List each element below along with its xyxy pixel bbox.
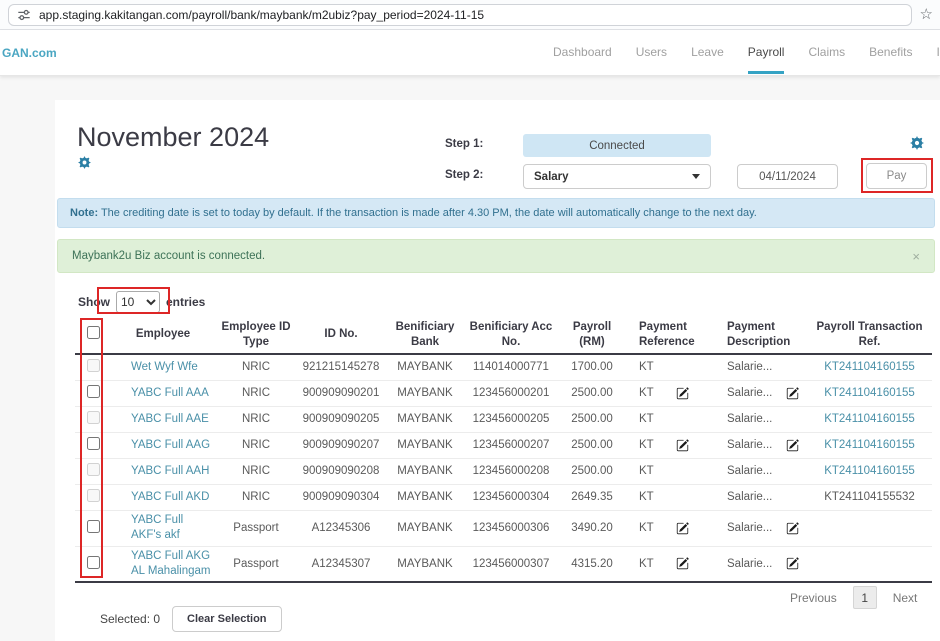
note-alert: Note: The crediting date is set to today… — [57, 198, 935, 228]
app-logo[interactable]: GAN.com — [2, 46, 57, 60]
employee-link[interactable]: YABC Full AKG AL Mahalingam — [111, 546, 215, 583]
edit-icon[interactable] — [676, 557, 689, 570]
table-row: YABC Full AAA NRIC 900909090201 MAYBANK … — [75, 380, 932, 407]
col-pay-desc: Payment Description — [715, 316, 807, 355]
row-checkbox — [86, 359, 100, 373]
connected-status-chip: Connected — [523, 134, 711, 157]
table-row: Wet Wyf Wfe NRIC 921215145278 MAYBANK 11… — [75, 354, 932, 381]
main-nav: Dashboard Users Leave Payroll Claims Ben… — [553, 45, 940, 74]
edit-icon[interactable] — [786, 438, 800, 452]
col-acc-no: Benificiary Acc No. — [465, 316, 557, 355]
col-txn-ref: Payroll Transaction Ref. — [807, 316, 932, 355]
col-employee: Employee — [111, 316, 215, 355]
txn-ref-link[interactable]: KT241104160155 — [807, 354, 932, 381]
row-checkbox[interactable] — [86, 520, 100, 533]
selected-count: Selected: 0 — [100, 612, 161, 626]
chevron-down-icon — [692, 174, 700, 179]
nav-leave[interactable]: Leave — [691, 45, 724, 59]
row-checkbox[interactable] — [86, 437, 100, 450]
row-checkbox[interactable] — [86, 385, 100, 398]
txn-ref-link[interactable]: KT241104160155 — [807, 380, 932, 407]
url-field[interactable]: app.staging.kakitangan.com/payroll/bank/… — [8, 4, 912, 26]
step1-label: Step 1: — [445, 138, 484, 150]
edit-icon[interactable] — [786, 521, 800, 535]
txn-ref-text — [807, 510, 932, 547]
employee-link[interactable]: YABC Full AAG — [111, 432, 215, 459]
col-id-type: Employee ID Type — [215, 316, 297, 355]
employee-link[interactable]: YABC Full AAA — [111, 380, 215, 407]
success-message: Maybank2u Biz account is connected. — [72, 250, 266, 262]
nav-benefits[interactable]: Benefits — [869, 45, 913, 59]
pagination-next[interactable]: Next — [892, 590, 918, 605]
edit-icon[interactable] — [676, 521, 689, 535]
row-checkbox — [86, 411, 100, 424]
nav-users[interactable]: Users — [635, 45, 668, 59]
txn-ref-link[interactable]: KT241104160155 — [807, 458, 932, 485]
close-icon[interactable]: × — [912, 248, 920, 264]
table-row: YABC Full AAG NRIC 900909090207 MAYBANK … — [75, 432, 932, 459]
table-row: YABC Full AKD NRIC 900909090304 MAYBANK … — [75, 484, 932, 511]
bookmark-star-icon[interactable]: ☆ — [919, 6, 933, 23]
success-alert: Maybank2u Biz account is connected. × — [57, 239, 935, 273]
selection-controls: Selected: 0 Clear Selection — [100, 606, 282, 632]
entries-label: entries — [166, 295, 206, 309]
pay-type-select[interactable]: Salary — [523, 164, 711, 189]
nav-claims[interactable]: Claims — [808, 45, 846, 59]
pay-button[interactable]: Pay — [866, 163, 927, 189]
table-row: YABC Full AKF's akf Passport A12345306 M… — [75, 510, 932, 547]
txn-ref-text — [807, 546, 932, 583]
col-payroll: Payroll (RM) — [557, 316, 627, 355]
pay-type-value: Salary — [534, 170, 569, 183]
txn-ref-link[interactable]: KT241104160155 — [807, 432, 932, 459]
table-row: YABC Full AAE NRIC 900909090205 MAYBANK … — [75, 406, 932, 433]
pagination-previous[interactable]: Previous — [790, 590, 837, 605]
employee-link[interactable]: YABC Full AKD — [111, 484, 215, 511]
page-length-select[interactable]: 10 — [116, 291, 160, 313]
row-checkbox — [86, 489, 100, 502]
nav-insurance[interactable]: Insurance — [936, 45, 940, 59]
settings-gear-icon[interactable] — [78, 156, 91, 174]
note-text: The crediting date is set to today by de… — [98, 207, 757, 219]
employee-link[interactable]: Wet Wyf Wfe — [111, 354, 215, 381]
url-text: app.staging.kakitangan.com/payroll/bank/… — [39, 8, 485, 22]
app-header: GAN.com Dashboard Users Leave Payroll Cl… — [0, 30, 940, 76]
table-row: YABC Full AKG AL Mahalingam Passport A12… — [75, 546, 932, 583]
nav-payroll[interactable]: Payroll — [747, 45, 785, 74]
employee-link[interactable]: YABC Full AKF's akf — [111, 510, 215, 547]
txn-ref-link[interactable]: KT241104160155 — [807, 406, 932, 433]
clear-selection-button[interactable]: Clear Selection — [172, 606, 282, 632]
employee-link[interactable]: YABC Full AAH — [111, 458, 215, 485]
col-id-no: ID No. — [297, 316, 385, 355]
edit-icon[interactable] — [676, 438, 689, 452]
connection-gear-icon[interactable] — [910, 136, 924, 155]
select-all-checkbox[interactable] — [86, 325, 100, 339]
edit-icon[interactable] — [786, 386, 800, 400]
employee-link[interactable]: YABC Full AAE — [111, 406, 215, 433]
row-checkbox — [86, 463, 100, 476]
row-checkbox[interactable] — [86, 555, 100, 569]
show-label: Show — [78, 295, 110, 309]
browser-bar: app.staging.kakitangan.com/payroll/bank/… — [0, 0, 940, 30]
site-settings-icon[interactable] — [17, 8, 31, 22]
col-pay-ref: Payment Reference — [627, 316, 715, 355]
pagination-page-1[interactable]: 1 — [852, 586, 877, 609]
step2-label: Step 2: — [445, 169, 484, 181]
edit-icon[interactable] — [786, 557, 800, 570]
pagination: Previous 1 Next — [790, 586, 917, 609]
table-row: YABC Full AAH NRIC 900909090208 MAYBANK … — [75, 458, 932, 485]
payroll-card: November 2024 Step 1: Connected Step 2: … — [55, 100, 940, 641]
txn-ref-text: KT241104155532 — [807, 484, 932, 511]
page-title: November 2024 — [77, 122, 270, 152]
payroll-table: Employee Employee ID Type ID No. Benific… — [75, 316, 932, 583]
note-prefix: Note: — [70, 207, 99, 219]
pay-date-input[interactable]: 04/11/2024 — [737, 164, 838, 189]
page-length-control: Show 10 entries — [78, 291, 205, 313]
table-header-row: Employee Employee ID Type ID No. Benific… — [75, 316, 932, 355]
col-bank: Benificiary Bank — [385, 316, 465, 355]
edit-icon[interactable] — [676, 386, 689, 400]
nav-dashboard[interactable]: Dashboard — [553, 45, 612, 59]
